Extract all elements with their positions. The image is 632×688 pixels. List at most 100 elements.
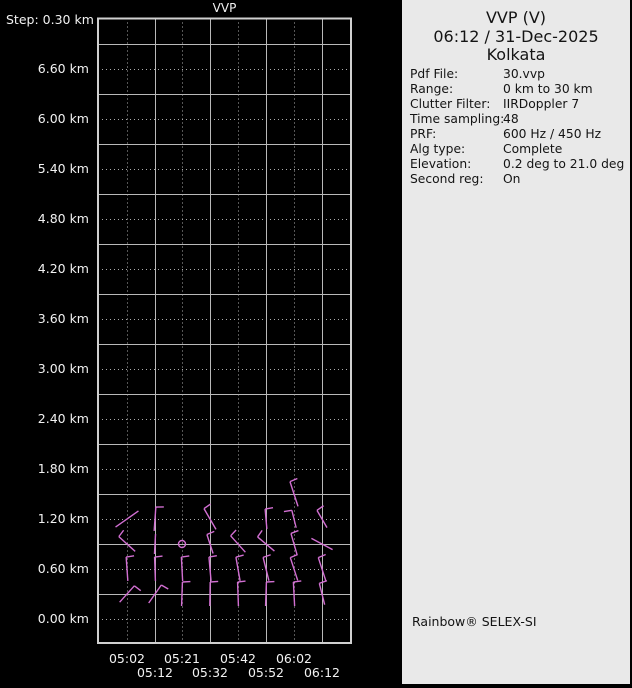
wind-barb: [311, 537, 333, 551]
vvp-chart-area: Step: 0.30 km VVP 6.60 km 6.00 km 5.40 km 4…: [6, 1, 352, 680]
info-row-value: 0.2 deg to 21.0 deg: [503, 157, 625, 171]
info-row-value: On: [503, 172, 521, 186]
wind-barb: [262, 557, 270, 581]
wind-barb-feather: [181, 555, 190, 558]
info-row-label: Second reg:: [410, 172, 484, 186]
wind-barb-feather: [265, 506, 274, 510]
plot-border: [97, 17, 352, 644]
wind-barb: [148, 584, 162, 604]
wind-barb-feather: [235, 554, 244, 558]
vvp-plot: [97, 17, 352, 644]
wind-barb: [316, 509, 328, 529]
info-row: Pdf File: 30.vvp: [410, 67, 628, 82]
wind-barb: [118, 536, 136, 552]
wind-barb: [289, 481, 299, 507]
y-tick-label: 2.40 km: [37, 411, 89, 426]
info-rows: Pdf File: 30.vvp Range: 0 km to 30 km Clutte…: [410, 67, 628, 187]
wind-barb: [208, 556, 212, 582]
wind-barb: [203, 508, 217, 530]
wind-barb: [125, 556, 129, 582]
y-tick-label: 4.20 km: [37, 261, 89, 276]
y-tick-label: 6.00 km: [37, 111, 89, 126]
chart-title: VVP: [212, 1, 237, 15]
info-row-value: IIRDoppler 7: [503, 97, 580, 111]
info-row: Time sampling:48: [410, 112, 628, 127]
wind-barb: [290, 533, 298, 555]
wind-barb: [206, 534, 214, 554]
wind-barb: [264, 581, 268, 607]
y-tick-label: 1.20 km: [37, 511, 89, 526]
wind-barb: [318, 583, 326, 605]
wind-barb-feather: [118, 529, 125, 538]
wind-barb-feather: [262, 554, 271, 559]
wind-barb: [230, 535, 246, 553]
y-tick-label: 3.00 km: [37, 361, 89, 376]
panel-header: VVP (V) 06:12 / 31-Dec-2025 Kolkata: [402, 0, 630, 65]
wind-barb-feather: [319, 580, 328, 584]
wind-barb-feather: [283, 509, 292, 513]
x-tick-label: 05:52: [247, 664, 285, 680]
wind-barb: [235, 557, 241, 581]
wind-barb-feather: [290, 529, 299, 535]
x-tick-label: 06:02: [275, 651, 313, 666]
wind-barb-feather: [203, 503, 211, 510]
info-row-value: 30.vvp: [503, 67, 545, 81]
info-row-value: 600 Hz / 450 Hz: [503, 127, 602, 141]
info-row-label: PRF:: [410, 127, 437, 141]
wind-barb: [115, 510, 139, 528]
wind-barb-feather: [290, 553, 298, 559]
info-panel: VVP (V) 06:12 / 31-Dec-2025 Kolkata Pdf …: [402, 0, 630, 684]
wind-barb: [291, 510, 297, 528]
info-row-label: Clutter Filter:: [410, 97, 491, 111]
x-tick-label: 06:12: [303, 664, 341, 680]
wind-barb-feather: [237, 580, 246, 583]
info-row: Clutter Filter: IIRDoppler 7: [410, 97, 628, 112]
info-row: Elevation: 0.2 deg to 21.0 deg: [410, 157, 628, 172]
panel-title: VVP (V): [485, 8, 547, 27]
info-row: Range: 0 km to 30 km: [410, 82, 628, 97]
info-row-label: Pdf File:: [410, 67, 459, 81]
y-tick-label: 0.00 km: [37, 611, 89, 626]
info-row-value: 0 km to 30 km: [503, 82, 593, 96]
y-tick-label: 1.80 km: [37, 461, 89, 476]
wind-barb: [153, 556, 157, 582]
wind-barb: [180, 581, 184, 607]
wind-barb-feather: [133, 585, 142, 592]
x-tick-label: 05:21: [163, 651, 201, 666]
wind-barb: [289, 557, 299, 581]
wind-barb-feather: [230, 529, 237, 537]
wind-barb-feather: [257, 529, 263, 538]
wind-barb-feather: [210, 580, 219, 583]
y-tick-label: 5.40 km: [37, 161, 89, 176]
panel-datetime: 06:12 / 31-Dec-2025: [433, 26, 599, 46]
wind-barb: [257, 536, 275, 552]
info-row-label: Time sampling:: [410, 112, 505, 126]
x-tick-label: 05:12: [136, 664, 174, 680]
wind-barb-feather: [289, 477, 298, 483]
info-row-label: Alg type:: [410, 142, 466, 156]
info-row: PRF: 600 Hz / 450 Hz: [410, 127, 628, 142]
wind-barb-feather: [154, 555, 163, 558]
y-tick-label: 0.60 km: [37, 561, 89, 576]
x-tick-label: 05:32: [191, 664, 229, 680]
wind-barb-feather: [206, 530, 215, 536]
y-tick-label: 3.60 km: [37, 311, 89, 326]
wind-barb: [292, 581, 296, 607]
wind-barb: [119, 585, 135, 603]
x-tick-label: 05:42: [219, 651, 257, 666]
info-row-label: Elevation:: [410, 157, 472, 171]
wind-barb-feather: [293, 580, 302, 583]
wind-barb-feather: [316, 505, 324, 511]
info-row: Second reg: On: [410, 172, 628, 187]
calm-wind-marker: [177, 539, 187, 549]
wind-barb-feather: [126, 555, 135, 558]
step-label: Step: 0.30 km: [6, 12, 94, 27]
brand-label: Rainbow® SELEX-SI: [412, 614, 537, 629]
x-tick-label: 05:02: [108, 651, 146, 666]
y-tick-label: 6.60 km: [37, 61, 89, 76]
wind-barb: [317, 557, 327, 581]
wind-barb: [180, 556, 184, 582]
info-row: Alg type: Complete: [410, 142, 628, 157]
wind-barb: [264, 508, 268, 530]
